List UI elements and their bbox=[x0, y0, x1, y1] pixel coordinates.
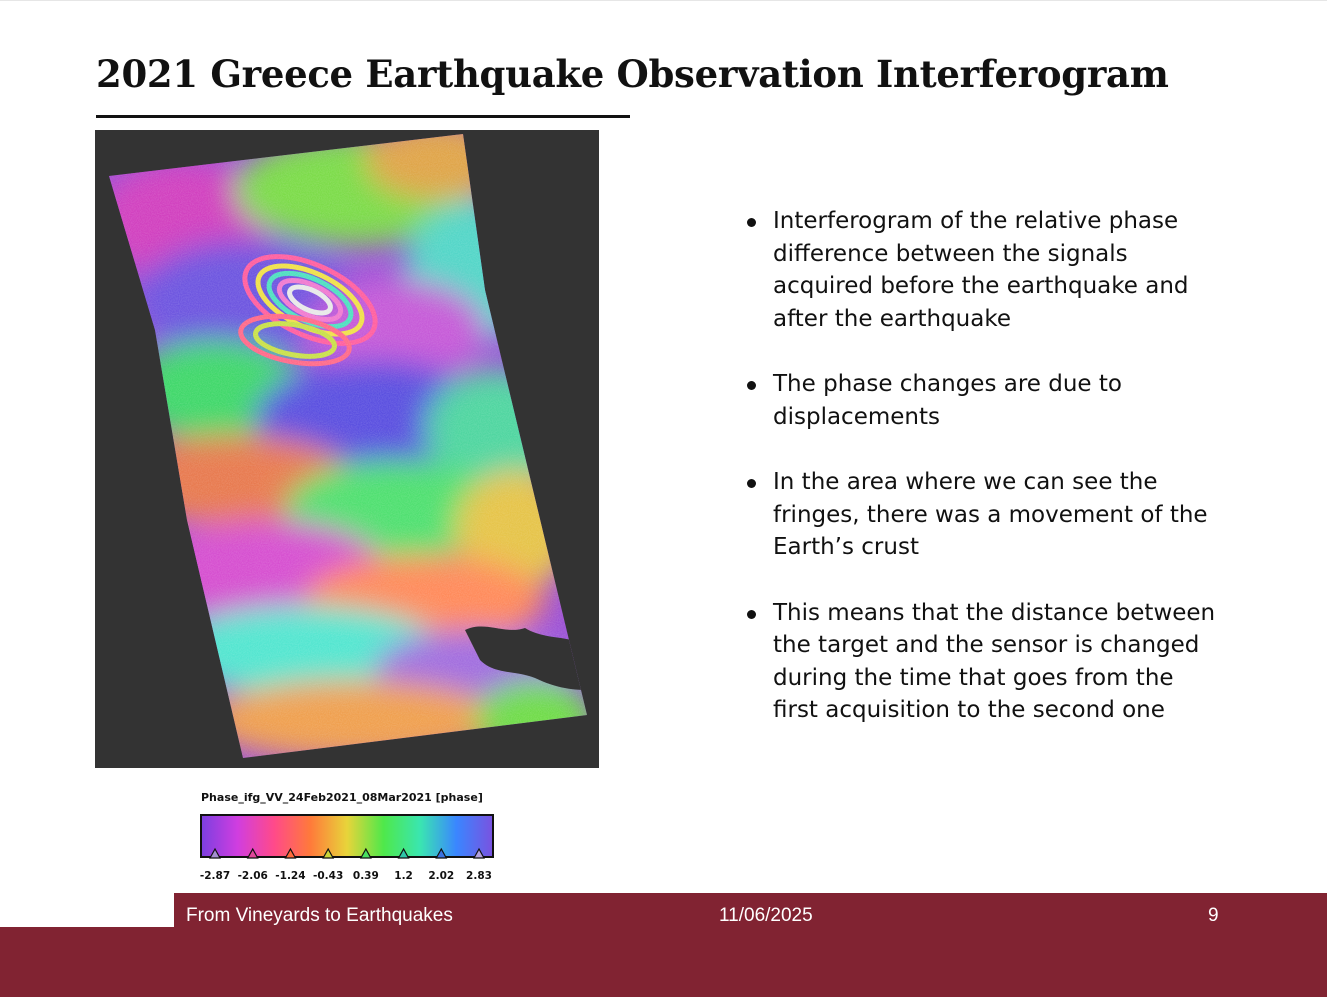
bullet-list: Interferogram of the relative phase diff… bbox=[745, 205, 1225, 760]
colorbar-title: Phase_ifg_VV_24Feb2021_08Mar2021 [phase] bbox=[201, 791, 483, 804]
colorbar-tick-label: -1.24 bbox=[275, 870, 305, 882]
colorbar-tick-marker bbox=[359, 847, 372, 859]
footer-presentation-title: From Vineyards to Earthquakes bbox=[186, 905, 453, 926]
bullet-dot-icon bbox=[747, 479, 756, 488]
colorbar-tick-label: 1.2 bbox=[394, 870, 413, 882]
bullet-text: This means that the distance between the… bbox=[773, 599, 1216, 724]
bullet-text: Interferogram of the relative phase diff… bbox=[773, 208, 1189, 332]
colorbar-tick-marker bbox=[284, 847, 297, 859]
interferogram-map bbox=[95, 130, 599, 768]
colorbar: -2.87 -2.06 -1.24 -0.43 0.39 1.2 2.02 2.83 bbox=[200, 814, 494, 882]
title-underline bbox=[96, 115, 630, 118]
bullet-dot-icon bbox=[747, 381, 756, 390]
bullet-dot-icon bbox=[747, 609, 756, 619]
colorbar-tick-label: 0.39 bbox=[353, 870, 379, 882]
bullet-item: This means that the distance between the… bbox=[745, 597, 1225, 727]
colorbar-tick-marker bbox=[208, 847, 222, 859]
colorbar-tick-marker bbox=[246, 847, 259, 859]
footer-date: 11/06/2025 bbox=[719, 905, 813, 926]
colorbar-tick-label: 2.02 bbox=[428, 870, 454, 882]
colorbar-tick-marker bbox=[322, 847, 335, 859]
colorbar-tick-marker bbox=[472, 847, 486, 859]
colorbar-tick-label: -0.43 bbox=[313, 870, 343, 882]
interferogram-map-image bbox=[95, 130, 599, 768]
colorbar-tick-label: 2.83 bbox=[466, 870, 492, 882]
bullet-item: The phase changes are due to displacemen… bbox=[745, 368, 1225, 433]
colorbar-tick-label: -2.06 bbox=[238, 870, 268, 882]
top-border bbox=[0, 0, 1327, 1]
colorbar-gradient bbox=[200, 814, 494, 858]
bullet-dot-icon bbox=[747, 218, 756, 227]
bullet-text: The phase changes are due to displacemen… bbox=[773, 371, 1122, 430]
footer-bar bbox=[174, 893, 1327, 927]
bullet-item: Interferogram of the relative phase diff… bbox=[745, 205, 1225, 335]
colorbar-tick-label: -2.87 bbox=[200, 870, 230, 882]
bullet-item: In the area where we can see the fringes… bbox=[745, 466, 1225, 564]
footer-page-number: 9 bbox=[1208, 905, 1219, 926]
bullet-text: In the area where we can see the fringes… bbox=[773, 469, 1208, 560]
colorbar-tick-marker bbox=[435, 847, 448, 859]
footer-bottom-band bbox=[0, 927, 1327, 997]
slide-title: 2021 Greece Earthquake Observation Inter… bbox=[96, 52, 1169, 96]
colorbar-tick-marker bbox=[397, 847, 410, 859]
